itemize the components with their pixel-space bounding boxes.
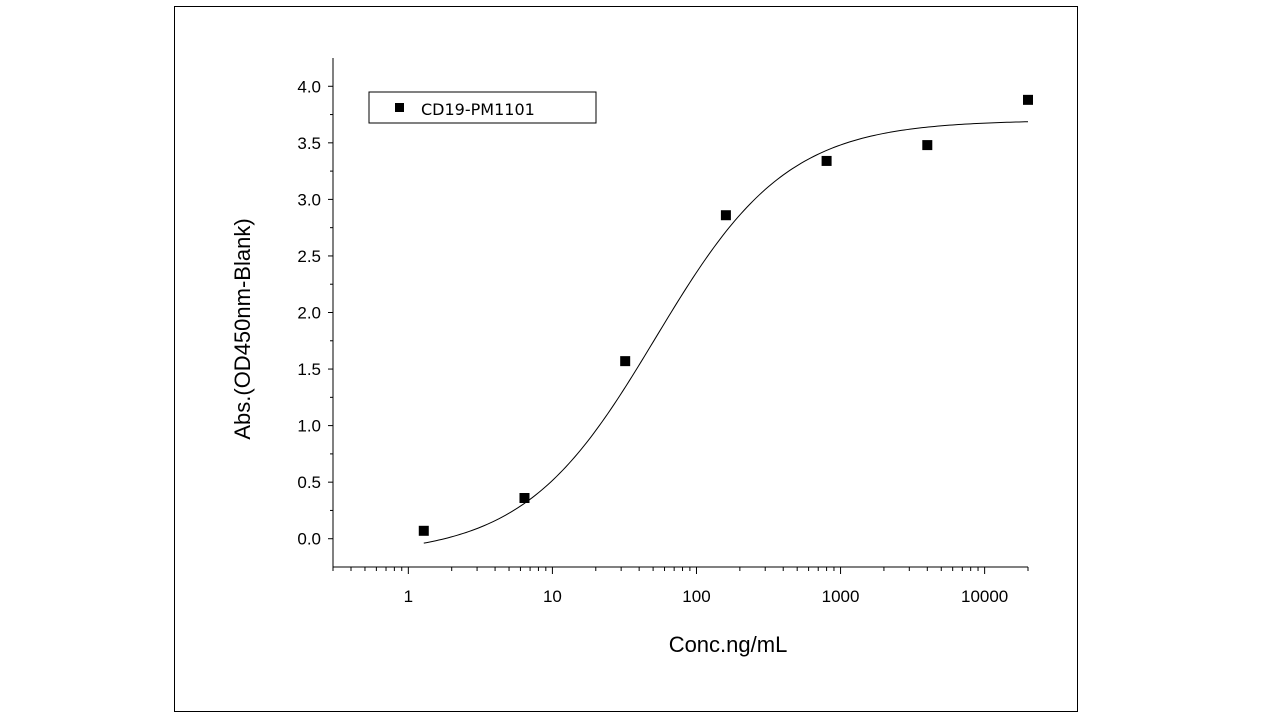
x-tick-label: 10 <box>543 587 562 606</box>
x-tick-label: 100 <box>682 587 710 606</box>
fit-curve-layer <box>423 121 1029 544</box>
x-tick-label: 10000 <box>961 587 1008 606</box>
y-tick-label: 4.0 <box>297 77 321 96</box>
axes: 0.0 0.5 1.0 1.5 2.0 2.5 3.0 3.5 4.0 1 10 100 1000 100… <box>297 58 1029 606</box>
data-points-layer <box>418 94 1033 536</box>
x-tick-label: 1000 <box>822 587 860 606</box>
y-tick-label: 3.5 <box>297 134 321 153</box>
chart-frame <box>174 6 1078 712</box>
y-tick-label: 2.0 <box>297 304 321 323</box>
legend-box <box>368 91 597 124</box>
data-point <box>519 493 530 504</box>
data-point <box>720 210 731 221</box>
legend: CD19-PM1101 <box>368 91 597 124</box>
x-tick-label: 1 <box>404 587 413 606</box>
data-point <box>418 525 429 536</box>
y-tick-label: 0.0 <box>297 530 321 549</box>
y-tick-label: 3.0 <box>297 190 321 209</box>
legend-label: CD19-PM1101 <box>421 100 535 119</box>
y-axis-title: Abs.(OD450nm-Blank) <box>230 218 255 439</box>
y-tick-label: 1.5 <box>297 360 321 379</box>
data-point <box>620 356 631 367</box>
data-point <box>821 155 832 166</box>
data-point <box>1023 94 1033 105</box>
y-tick-label: 2.5 <box>297 247 321 266</box>
fit-curve <box>423 121 1029 544</box>
y-tick-label: 0.5 <box>297 473 321 492</box>
data-point <box>922 140 933 151</box>
y-tick-label: 1.0 <box>297 417 321 436</box>
x-axis-title: Conc.ng/mL <box>669 632 788 657</box>
legend-marker <box>395 103 404 112</box>
